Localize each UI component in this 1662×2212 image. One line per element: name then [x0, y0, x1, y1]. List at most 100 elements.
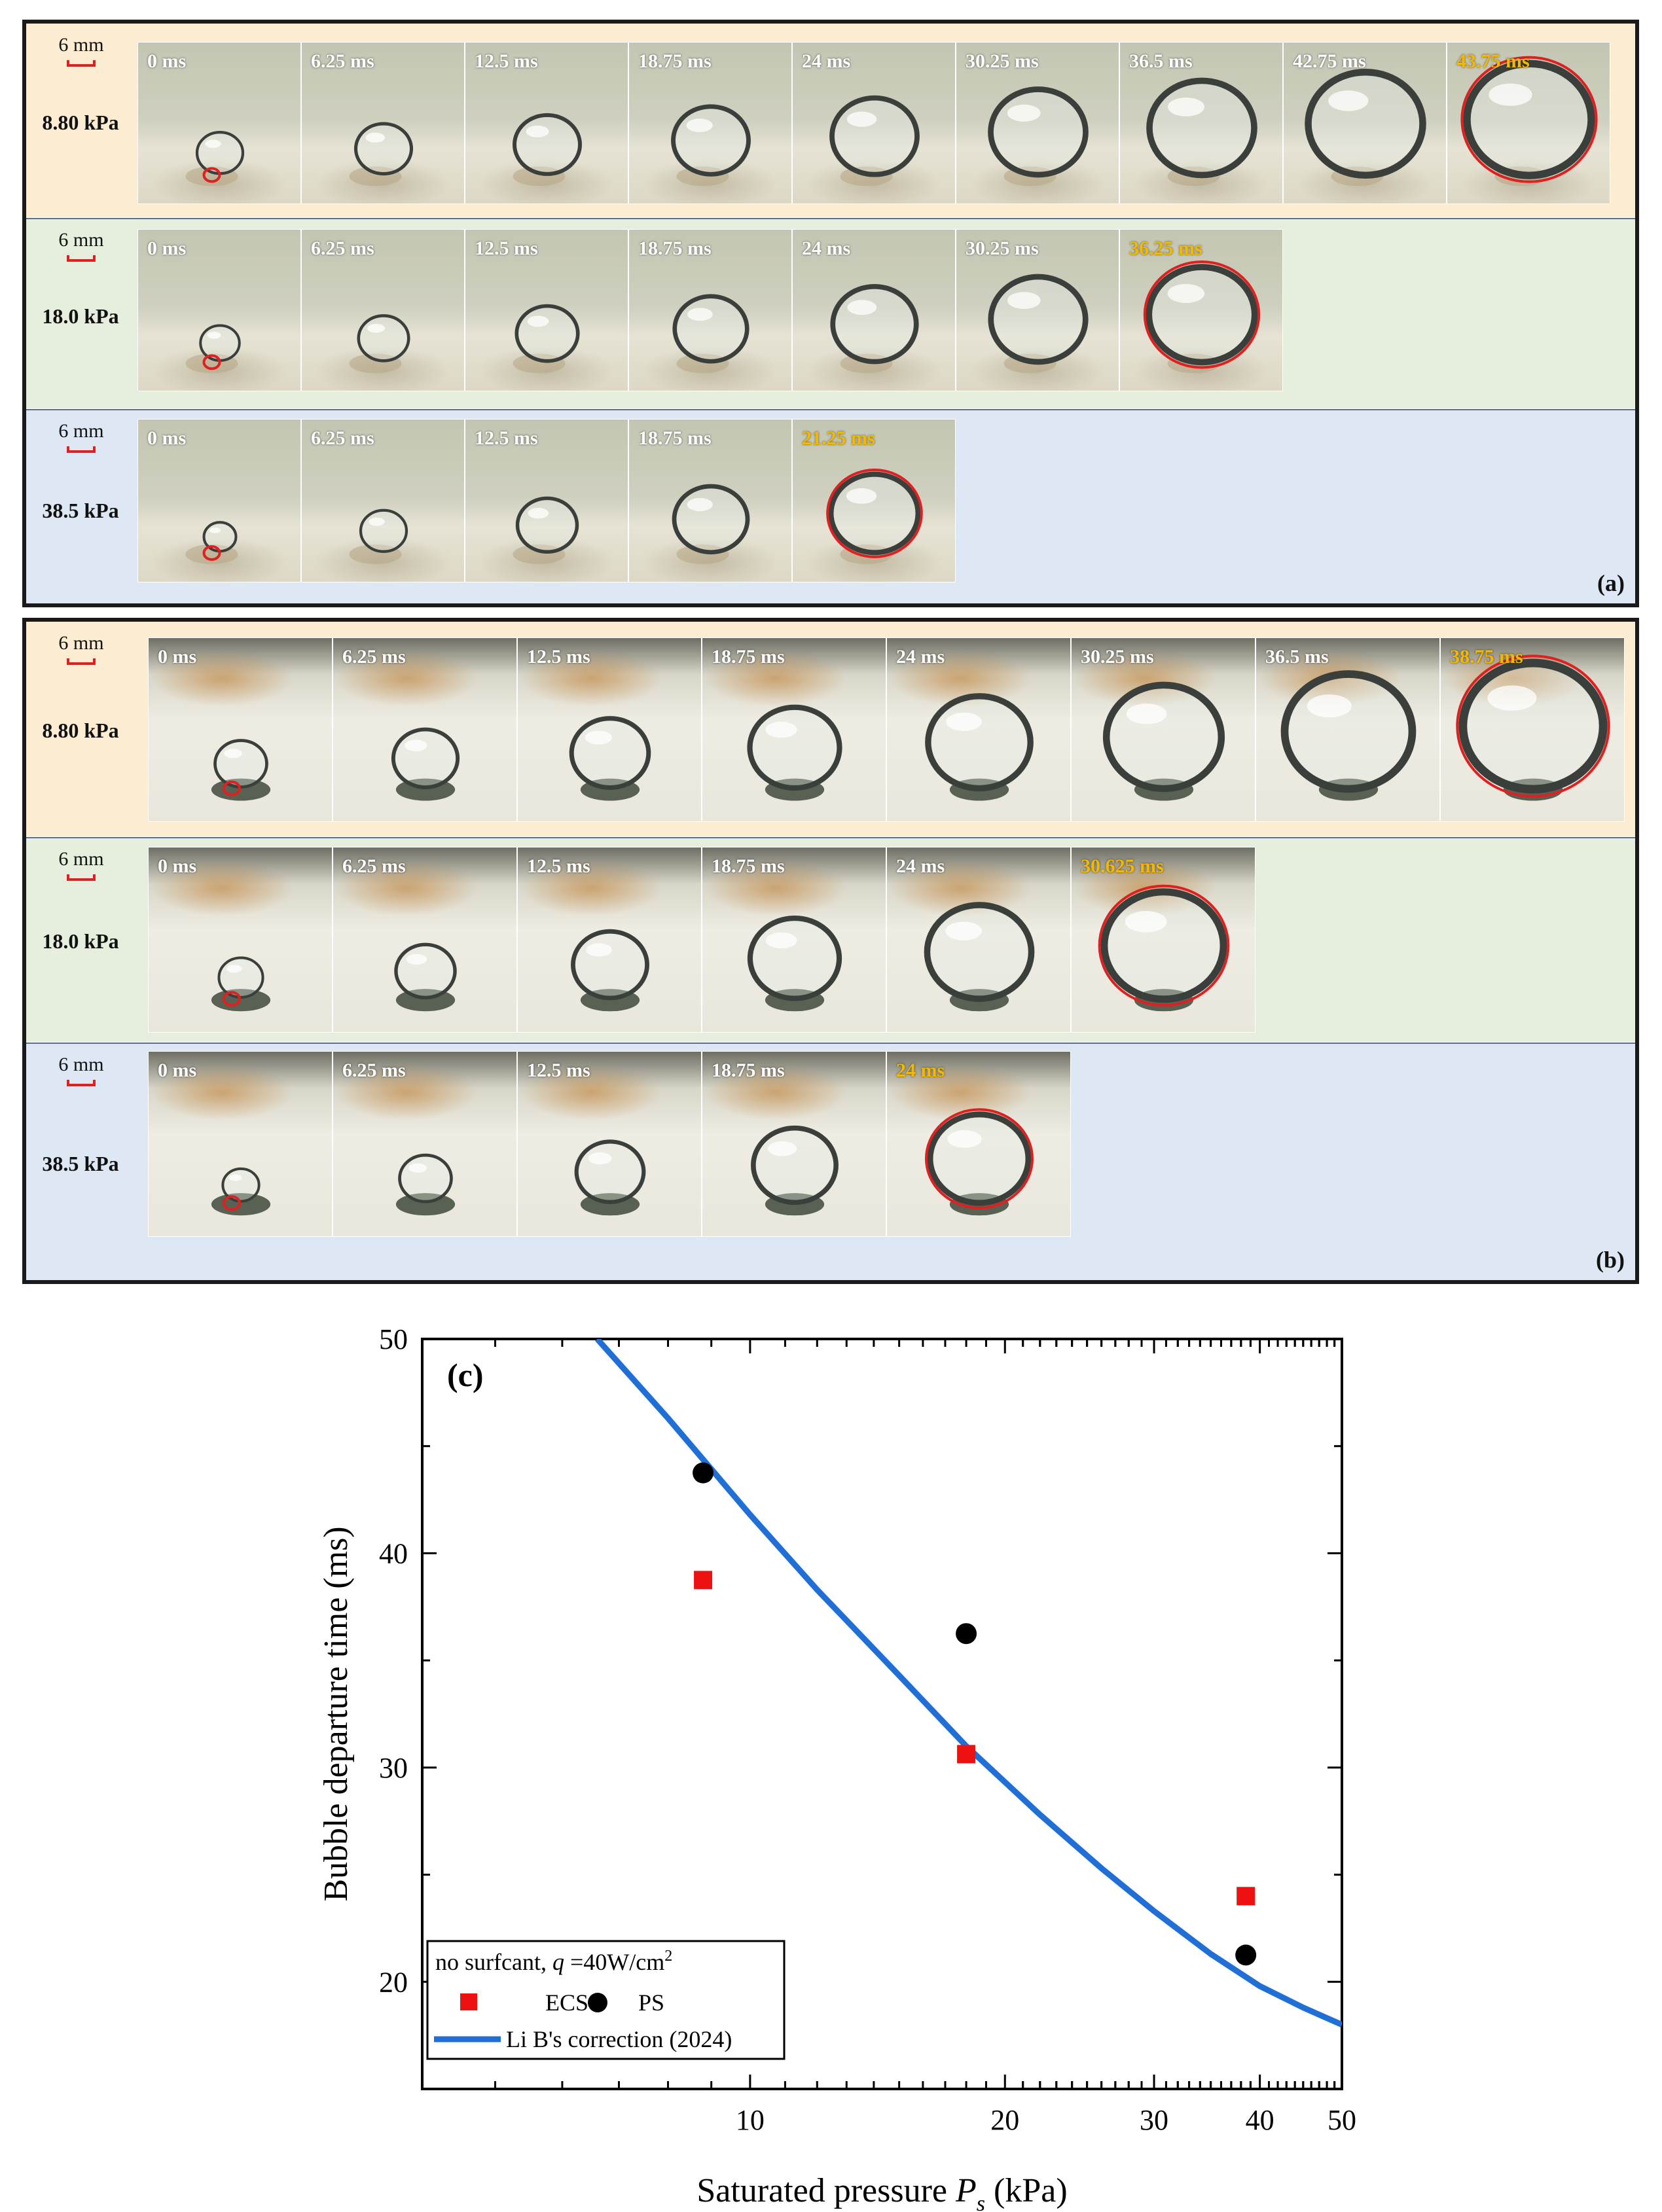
pressure-row: 6 mm 8.80 kPa 0 ms 6.25 ms 12.5 ms 18.75 ms 24…	[26, 24, 1635, 217]
bubble-highlight	[527, 315, 549, 327]
pressure-row: 6 mm 38.5 kPa 0 ms 6.25 ms 12.5 ms 18.75 ms 21…	[26, 410, 1635, 603]
bubble-illustration	[185, 324, 241, 374]
scale-bar-mark	[67, 658, 96, 665]
legend-fit-label: Li B's correction (2024)	[506, 2026, 732, 2052]
bubble-highlight	[1126, 704, 1167, 724]
bubble-illustration	[574, 1139, 646, 1216]
bubble-highlight	[408, 1163, 427, 1173]
panel-b-tag: (b)	[1596, 1247, 1625, 1273]
bubble-highlight	[847, 300, 877, 315]
departure-bubble-outline	[1143, 260, 1261, 369]
heater-spot	[513, 166, 566, 187]
bubble-highlight	[1125, 910, 1167, 933]
frame-time-label: 24 ms	[896, 855, 945, 877]
pressure-row: 6 mm 8.80 kPa 0 ms 6.25 ms 12.5 ms 18.75 ms 24…	[26, 622, 1635, 836]
video-frame: 30.25 ms	[956, 42, 1119, 204]
bubble-highlight	[1168, 98, 1204, 116]
x-tick-label: 40	[1246, 2104, 1274, 2136]
row-divider	[26, 837, 1635, 838]
departure-bubble-outline	[924, 1108, 1034, 1209]
fit-curve	[595, 1339, 1342, 2027]
bubble-highlight	[846, 488, 877, 504]
video-frame: 6.25 ms	[333, 637, 517, 822]
frame-time-label: 18.75 ms	[638, 238, 712, 259]
frame-time-label: 24 ms	[802, 50, 851, 72]
frame-time-label: 43.75 ms	[1456, 50, 1530, 72]
nucleation-site-marker	[222, 780, 241, 796]
bubble-highlight	[528, 507, 549, 519]
video-frame: 6.25 ms	[301, 419, 465, 582]
video-frame: 24 ms	[886, 637, 1071, 822]
bubble-highlight	[946, 712, 982, 731]
departure-bubble-outline	[1456, 654, 1610, 798]
pressure-row: 6 mm 38.5 kPa 0 ms 6.25 ms 12.5 ms 18.75 ms 24…	[26, 1043, 1635, 1280]
frame-time-label: 0 ms	[147, 427, 187, 449]
panel-a-tag: (a)	[1597, 570, 1625, 596]
x-axis-title: Saturated pressure Ps (kPa)	[696, 2172, 1067, 2212]
heater-spot	[349, 353, 402, 374]
heater-spot	[349, 544, 402, 564]
frame-time-label: 21.25 ms	[802, 427, 875, 449]
ecs-marker	[957, 1745, 976, 1764]
pressure-label: 8.80 kPa	[42, 111, 119, 134]
frame-time-label: 30.25 ms	[966, 238, 1039, 259]
frame-time-label: 30.25 ms	[1081, 646, 1154, 668]
video-frame: 18.75 ms	[628, 229, 792, 391]
heater-spot	[513, 544, 566, 564]
bubble-illustration	[1456, 654, 1610, 801]
departure-bubble-outline	[1098, 884, 1230, 1007]
video-frame: 18.75 ms	[628, 42, 792, 204]
scale-bar-mark	[67, 446, 96, 453]
video-frame: 24 ms	[886, 847, 1071, 1033]
bubble-illustration	[185, 131, 245, 187]
frame-time-label: 12.5 ms	[475, 50, 538, 72]
bubble-illustration	[391, 727, 460, 801]
bubble-illustration	[211, 739, 271, 801]
bubble-highlight	[687, 308, 713, 321]
bubble-highlight	[1007, 292, 1041, 310]
video-frame: 0 ms	[148, 847, 333, 1033]
frame-time-label: 6.25 ms	[311, 427, 374, 449]
row-divider	[26, 409, 1635, 410]
nucleation-site-marker	[202, 545, 221, 561]
heater-spot	[513, 353, 566, 374]
frame-time-label: 6.25 ms	[311, 50, 374, 72]
video-frame: 18.75 ms	[628, 419, 792, 582]
nucleation-site-marker	[222, 991, 241, 1007]
departure-bubble-outline	[1460, 56, 1598, 183]
bubble-illustration	[672, 294, 750, 374]
pressure-label: 18.0 kPa	[42, 304, 119, 328]
video-frame: 43.75 ms	[1447, 42, 1610, 204]
bubble-illustration	[349, 508, 408, 564]
scale-bar-label: 6 mm	[58, 34, 104, 56]
bubble-highlight	[947, 1130, 982, 1148]
y-axis-title: Bubble departure time (ms)	[317, 1526, 355, 1901]
nucleation-site-marker	[222, 1195, 241, 1211]
legend-header: no surfcant, q =40W/cm2	[435, 1948, 672, 1975]
bubble-illustration	[185, 521, 238, 564]
bubble-highlight	[526, 125, 549, 137]
video-frame: 18.75 ms	[702, 1051, 886, 1237]
bubble-illustration	[513, 304, 580, 374]
bubble-highlight	[369, 517, 385, 526]
y-tick-label: 40	[379, 1537, 408, 1569]
video-frame: 36.5 ms	[1256, 637, 1440, 822]
video-frame: 12.5 ms	[517, 847, 702, 1033]
video-frame: 12.5 ms	[465, 229, 628, 391]
bubble-highlight	[207, 331, 221, 339]
bubble-highlight	[588, 1152, 612, 1165]
frame-time-label: 36.5 ms	[1129, 50, 1193, 72]
frame-time-label: 18.75 ms	[712, 646, 785, 668]
y-tick-label: 30	[379, 1752, 408, 1784]
bubble-highlight	[367, 323, 385, 333]
heater-spot	[185, 166, 238, 187]
frame-time-label: 6.25 ms	[342, 855, 406, 877]
ecs-marker	[694, 1571, 713, 1590]
frame-time-label: 0 ms	[147, 238, 187, 259]
frame-time-label: 18.75 ms	[712, 1060, 785, 1081]
x-tick-label: 50	[1328, 2104, 1356, 2136]
scale-bar: 6 mm	[35, 34, 127, 67]
video-frame: 30.625 ms	[1071, 847, 1256, 1033]
video-frame: 30.25 ms	[956, 229, 1119, 391]
bubble-illustration	[988, 86, 1089, 187]
